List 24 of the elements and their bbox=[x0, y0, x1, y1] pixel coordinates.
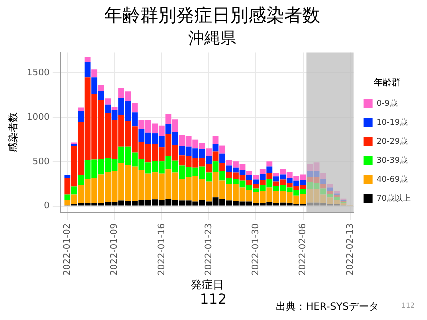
chart-title: 年齢群別発症日別感染者数 bbox=[104, 5, 320, 26]
x-tick-label: 2022-02-13 bbox=[346, 223, 356, 276]
x-tick-label: 2022-01-02 bbox=[62, 223, 73, 276]
legend-label: 20-29歳 bbox=[376, 136, 408, 146]
x-tick-label: 2022-01-30 bbox=[252, 223, 262, 276]
x-tick-label: 2022-02-06 bbox=[298, 223, 309, 276]
y-axis-title: 感染者数 bbox=[8, 112, 20, 153]
y-tick-label: 1500 bbox=[27, 68, 50, 79]
y-tick-label: 500 bbox=[32, 157, 50, 168]
x-tick-label: 2022-01-16 bbox=[157, 223, 168, 276]
legend-label: 30-39歳 bbox=[376, 156, 408, 165]
text: 112 bbox=[200, 292, 227, 308]
y-tick-label: 0 bbox=[44, 202, 50, 212]
legend-label: 10-19歳 bbox=[376, 118, 408, 127]
legend-label: 40-69歳 bbox=[376, 174, 408, 184]
legend-label: 0-9歳 bbox=[376, 98, 398, 108]
chart-subtitle: 沖縄県 bbox=[188, 28, 236, 48]
legend-title: 年齢群 bbox=[374, 77, 401, 88]
source-note: 出典：HER-SYSデータ bbox=[276, 300, 379, 314]
legend-label: 70歳以上 bbox=[376, 194, 412, 203]
x-axis-title: 発症日 bbox=[190, 278, 224, 292]
y-tick-label: 1000 bbox=[27, 112, 50, 123]
x-tick-label: 2022-01-09 bbox=[110, 223, 120, 276]
x-tick-label: 2022-01-23 bbox=[204, 223, 214, 276]
